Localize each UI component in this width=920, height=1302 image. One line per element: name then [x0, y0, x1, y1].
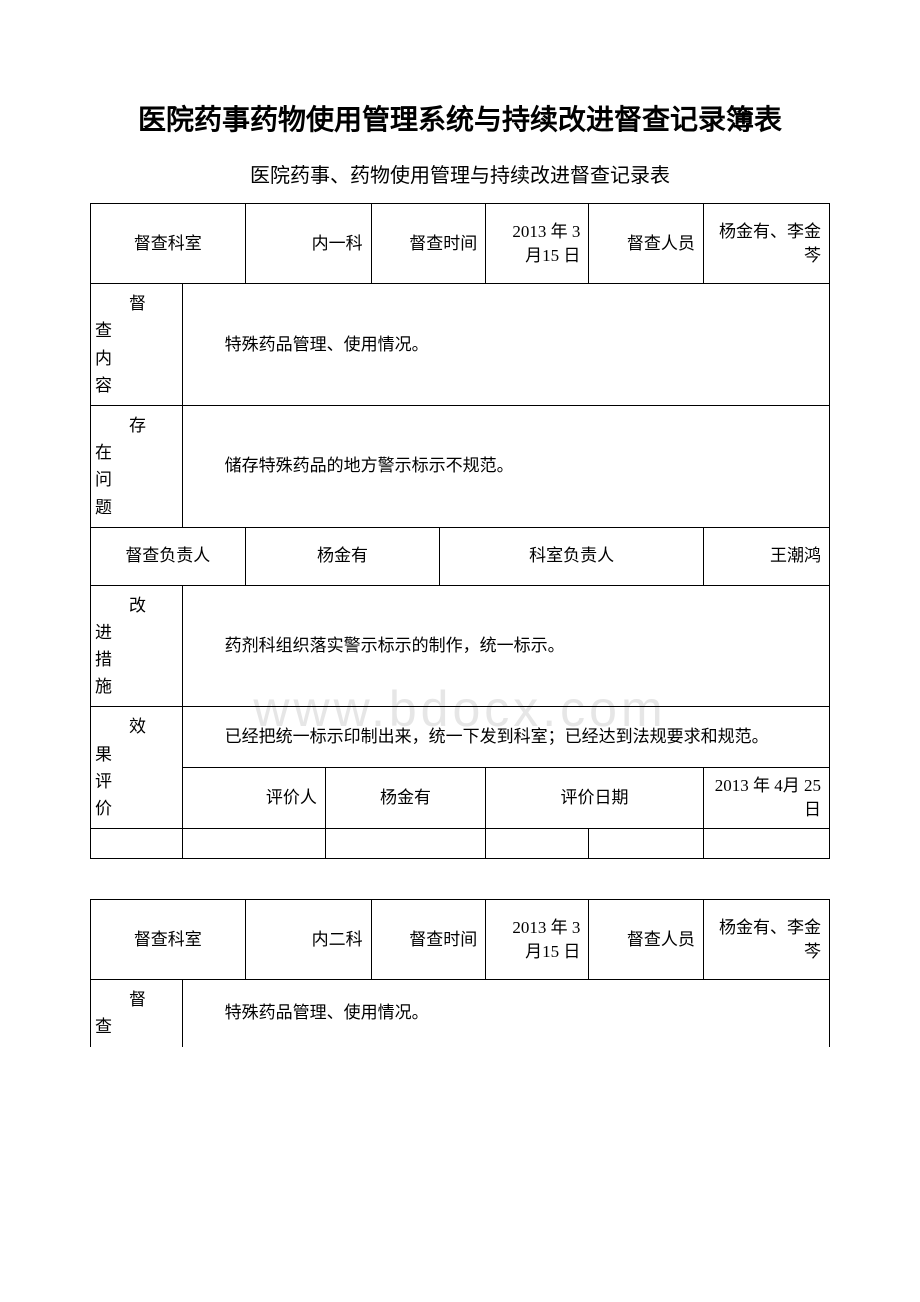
- person-label-2: 督查人员: [589, 900, 704, 980]
- dept-value-2: 内二科: [245, 900, 371, 980]
- dept-label: 督查科室: [91, 204, 246, 284]
- time-value-2: 2013 年 3 月15 日: [486, 900, 589, 980]
- person-label: 督查人员: [589, 204, 704, 284]
- measure-label: 改进措施: [91, 585, 183, 707]
- leader-value: 杨金有: [245, 527, 440, 585]
- time-label-2: 督查时间: [371, 900, 486, 980]
- page-title: 医院药事药物使用管理系统与持续改进督查记录簿表: [90, 100, 830, 139]
- evaldate-value: 2013 年 4月 25 日: [703, 768, 829, 829]
- evaldate-label: 评价日期: [486, 768, 704, 829]
- evaluator-value: 杨金有: [325, 768, 485, 829]
- content-label-2: 督查: [91, 980, 183, 1047]
- deptleader-value: 王潮鸿: [703, 527, 829, 585]
- leader-label: 督查负责人: [91, 527, 246, 585]
- evaluator-label: 评价人: [182, 768, 325, 829]
- content-value-2: 特殊药品管理、使用情况。: [182, 980, 829, 1047]
- deptleader-label: 科室负责人: [440, 527, 704, 585]
- inspection-table-2: 督查科室 内二科 督查时间 2013 年 3 月15 日 督查人员 杨金有、李金…: [90, 899, 830, 1046]
- person-value-2: 杨金有、李金芩: [703, 900, 829, 980]
- dept-value: 内一科: [245, 204, 371, 284]
- page-subtitle: 医院药事、药物使用管理与持续改进督查记录表: [90, 159, 830, 188]
- effect-label: 效果评价: [91, 707, 183, 829]
- content-value: 特殊药品管理、使用情况。: [182, 284, 829, 406]
- time-label: 督查时间: [371, 204, 486, 284]
- dept-label-2: 督查科室: [91, 900, 246, 980]
- effect-value: 已经把统一标示印制出来，统一下发到科室；已经达到法规要求和规范。: [182, 707, 829, 768]
- person-value: 杨金有、李金芩: [703, 204, 829, 284]
- content-label: 督查内容: [91, 284, 183, 406]
- measure-value: 药剂科组织落实警示标示的制作，统一标示。: [182, 585, 829, 707]
- problem-label: 存在问题: [91, 405, 183, 527]
- time-value: 2013 年 3 月15 日: [486, 204, 589, 284]
- problem-value: 储存特殊药品的地方警示标示不规范。: [182, 405, 829, 527]
- inspection-table-1: 督查科室 内一科 督查时间 2013 年 3 月15 日 督查人员 杨金有、李金…: [90, 203, 830, 859]
